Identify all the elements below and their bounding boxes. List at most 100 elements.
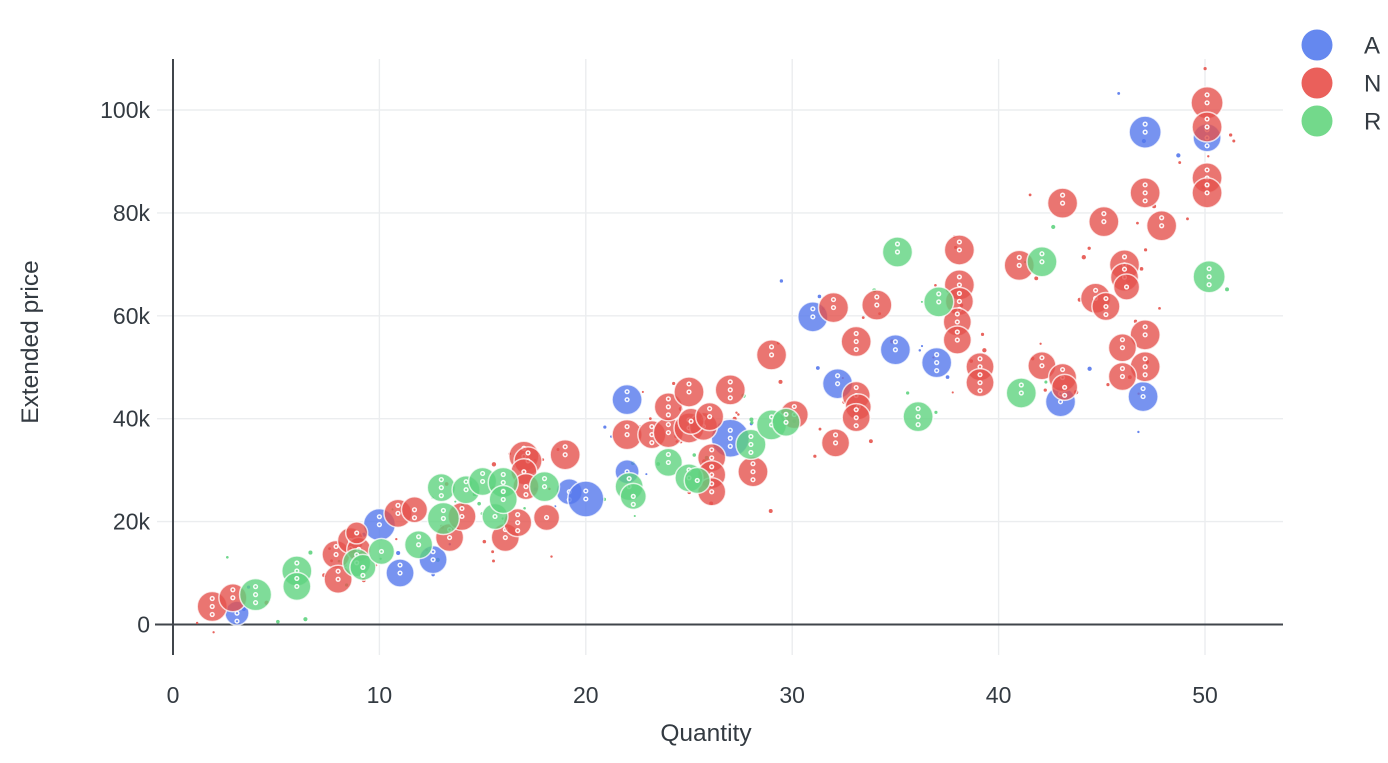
inner-dot-core [896,250,899,254]
inner-dot-core [729,429,732,432]
inner-dot-core [417,543,420,546]
inner-dot-core [689,420,693,423]
x-tick-label: 0 [167,682,180,708]
inner-dot-core [378,523,381,526]
inner-dot-core [211,597,214,600]
inner-dot-core [526,451,530,454]
inner-dot-core [958,292,961,295]
inner-dot-core [784,413,788,416]
speckle-dot [672,381,676,386]
speckle-dot [212,631,215,634]
inner-dot-core [1063,386,1066,389]
inner-dot-core [295,569,298,573]
inner-dot-core [396,512,400,515]
inner-dot-core [855,416,858,419]
inner-dot-core [749,443,753,446]
speckle-dot [454,500,457,503]
inner-dot-core [749,435,753,438]
inner-dot-core [855,386,858,389]
legend-label-N[interactable]: N [1364,71,1381,98]
inner-dot-core [1208,275,1211,278]
inner-dot-core [295,585,298,588]
y-tick-label: 40k [113,406,151,432]
legend-item-R[interactable]: R [1301,105,1382,137]
inner-dot-core [935,353,938,356]
inner-dot-core [1160,216,1163,219]
inner-dot-core [464,480,468,483]
inner-dot-core [667,453,670,456]
inner-dot-core [1144,325,1147,328]
legend-swatch-A[interactable] [1301,29,1333,61]
speckle-dot [750,420,754,425]
inner-dot-core [855,348,858,351]
legend-label-R[interactable]: R [1364,109,1381,136]
inner-dot-core [431,550,435,553]
inner-dot-core [254,593,257,596]
inner-dot-core [834,433,837,436]
speckle-dot [1139,267,1144,271]
inner-dot-core [1121,367,1124,370]
inner-dot-core [543,477,546,480]
x-tick-label: 40 [986,682,1012,708]
inner-dot-core [650,433,653,436]
inner-dot-core [632,503,635,506]
legend-swatch-N[interactable] [1301,67,1333,99]
speckle-dot [861,316,865,320]
inner-dot-core [793,405,796,408]
inner-dot-core [770,345,773,349]
inner-dot-core [1104,313,1108,316]
inner-dot-core [832,298,835,301]
legend-swatch-R[interactable] [1301,105,1333,137]
inner-dot-core [231,588,234,591]
inner-dot-core [710,490,713,493]
inner-dot-core [917,407,920,410]
inner-dot-core [958,275,961,279]
inner-dot-core [687,390,691,394]
y-tick-label: 60k [113,303,151,329]
speckle-dot [645,473,648,476]
inner-dot-core [978,389,982,392]
inner-dot-core [710,448,713,451]
inner-dot-core [855,340,858,343]
speckle-dot [1106,383,1110,387]
inner-dot-core [337,570,340,573]
y-tick-label: 100k [100,97,150,123]
inner-dot-core [667,431,670,434]
inner-dot-core [295,561,298,565]
inner-dot-core [1121,375,1124,378]
inner-dot-core [751,462,755,465]
inner-dot-core [855,332,858,335]
inner-dot-core [1205,183,1209,186]
inner-dot-core [1205,168,1209,172]
inner-dot-core [361,566,364,569]
inner-dot-core [729,380,732,383]
inner-dot-core [937,300,940,304]
inner-dot-core [1144,357,1147,360]
speckle-dot [649,417,652,420]
inner-dot-core [708,415,711,418]
speckle-dot [1158,306,1161,310]
speckle-dot [395,537,398,541]
legend-item-N[interactable]: N [1301,67,1382,99]
inner-dot-core [875,295,878,299]
legend-item-A[interactable]: A [1301,29,1381,61]
inner-dot-core [625,425,629,428]
inner-dot-core [231,596,234,599]
speckle-dot [817,294,822,299]
inner-dot-core [361,574,364,577]
speckle-dot [951,391,954,394]
inner-dot-core [448,536,451,539]
speckle-dot [735,411,738,414]
speckle-dot [692,453,697,457]
inner-dot-core [1102,220,1105,223]
inner-dot-core [667,461,670,464]
inner-dot-core [417,535,420,538]
inner-dot-core [543,485,546,488]
legend-label-A[interactable]: A [1364,33,1380,60]
inner-dot-core [235,620,239,623]
inner-dot-core [380,550,383,553]
inner-dot-core [667,423,670,426]
inner-dot-core [834,441,837,444]
inner-dot-core [628,477,631,480]
inner-dot-core [440,478,443,481]
